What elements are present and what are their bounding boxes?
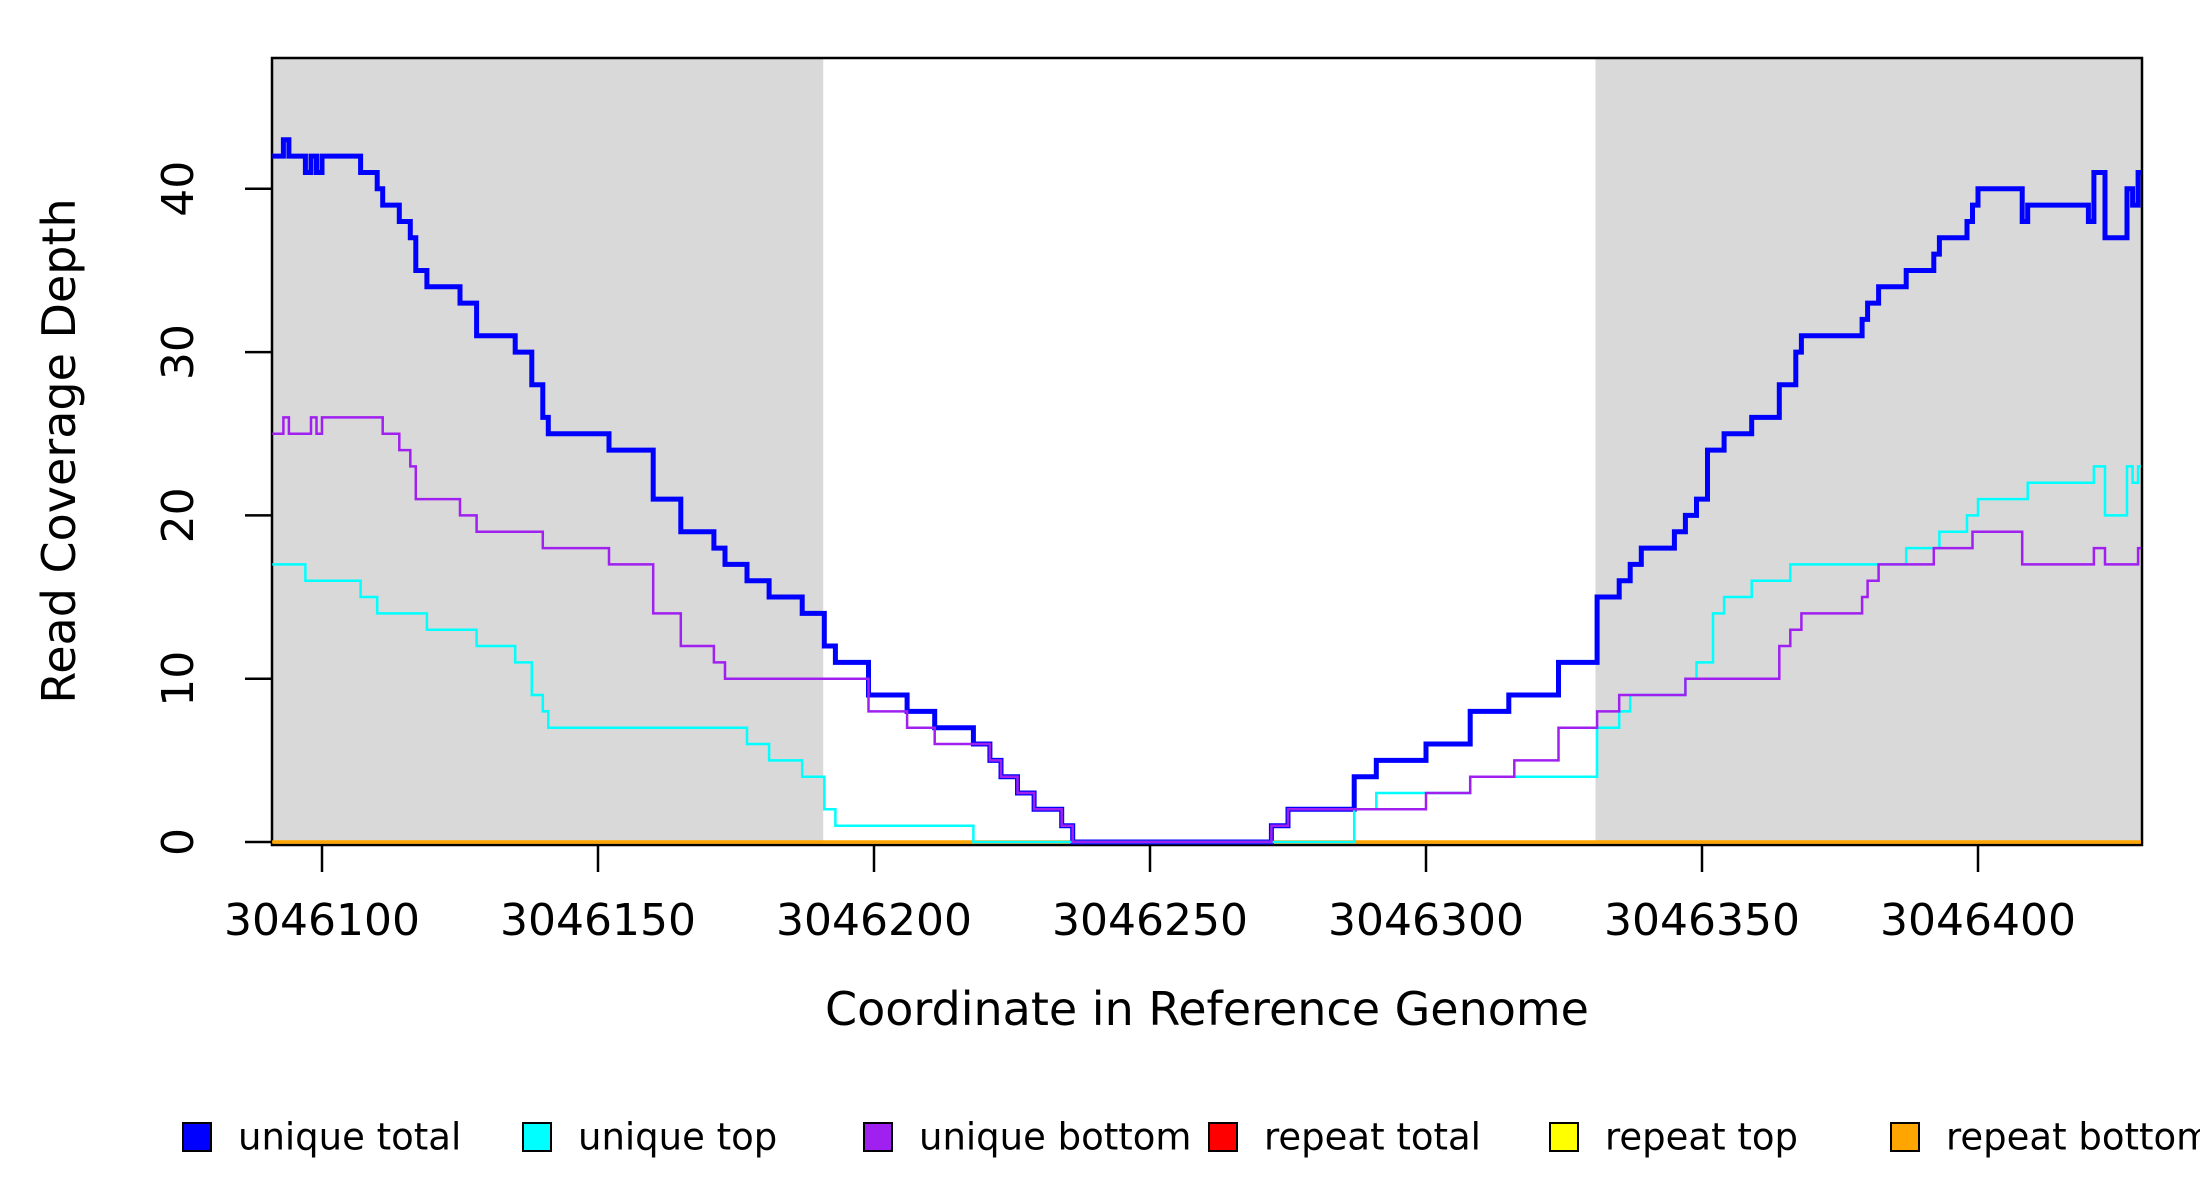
legend-swatch-unique-top	[522, 1122, 552, 1152]
legend-item: unique top	[522, 1116, 777, 1159]
legend-label: unique bottom	[919, 1116, 1191, 1159]
x-axis-title: Coordinate in Reference Genome	[825, 982, 1589, 1036]
plot-border	[270, 56, 2144, 847]
x-tick-label: 3046150	[500, 895, 696, 946]
x-tick-label: 3046300	[1328, 895, 1524, 946]
y-tick-label: 20	[153, 487, 204, 543]
legend-item: repeat top	[1549, 1116, 1798, 1159]
right-repeat-region	[1595, 58, 2141, 845]
legend-swatch-repeat-top	[1549, 1122, 1579, 1152]
legend-label: unique total	[238, 1116, 461, 1159]
legend-swatch-unique-bottom	[863, 1122, 893, 1152]
legend-label: repeat bottom	[1946, 1116, 2200, 1159]
x-tick-label: 3046400	[1880, 895, 2076, 946]
legend: unique total unique top unique bottom repea…	[182, 1116, 2200, 1159]
legend-item: repeat total	[1208, 1116, 1481, 1159]
legend-label: repeat top	[1605, 1116, 1798, 1159]
y-tick-label: 30	[153, 324, 204, 380]
shaded-regions	[272, 58, 2141, 845]
legend-item: unique bottom	[863, 1116, 1191, 1159]
legend-swatch-repeat-bottom	[1890, 1122, 1920, 1152]
y-tick-label: 10	[153, 651, 204, 707]
series-unique-bottom	[272, 416, 2141, 844]
y-axis-title: Read Coverage Depth	[32, 198, 86, 703]
legend-label: repeat total	[1264, 1116, 1481, 1159]
legend-swatch-unique-total	[182, 1122, 212, 1152]
x-axis-ticks: 3046100 3046150 3046200 3046250 3046300 30463…	[224, 845, 2076, 946]
series-unique-top	[272, 465, 2141, 844]
legend-item: unique total	[182, 1116, 461, 1159]
legend-label: unique top	[578, 1116, 777, 1159]
x-tick-label: 3046100	[224, 895, 420, 946]
y-tick-label: 0	[153, 828, 204, 856]
legend-swatch-repeat-total	[1208, 1122, 1238, 1152]
data-series	[272, 137, 2141, 845]
x-tick-label: 3046200	[776, 895, 972, 946]
y-tick-label: 40	[153, 161, 204, 217]
y-axis-ticks: 0 10 20 30 40	[153, 161, 272, 856]
x-tick-label: 3046350	[1604, 895, 1800, 946]
legend-item: repeat bottom	[1890, 1116, 2200, 1159]
x-tick-label: 3046250	[1052, 895, 1248, 946]
